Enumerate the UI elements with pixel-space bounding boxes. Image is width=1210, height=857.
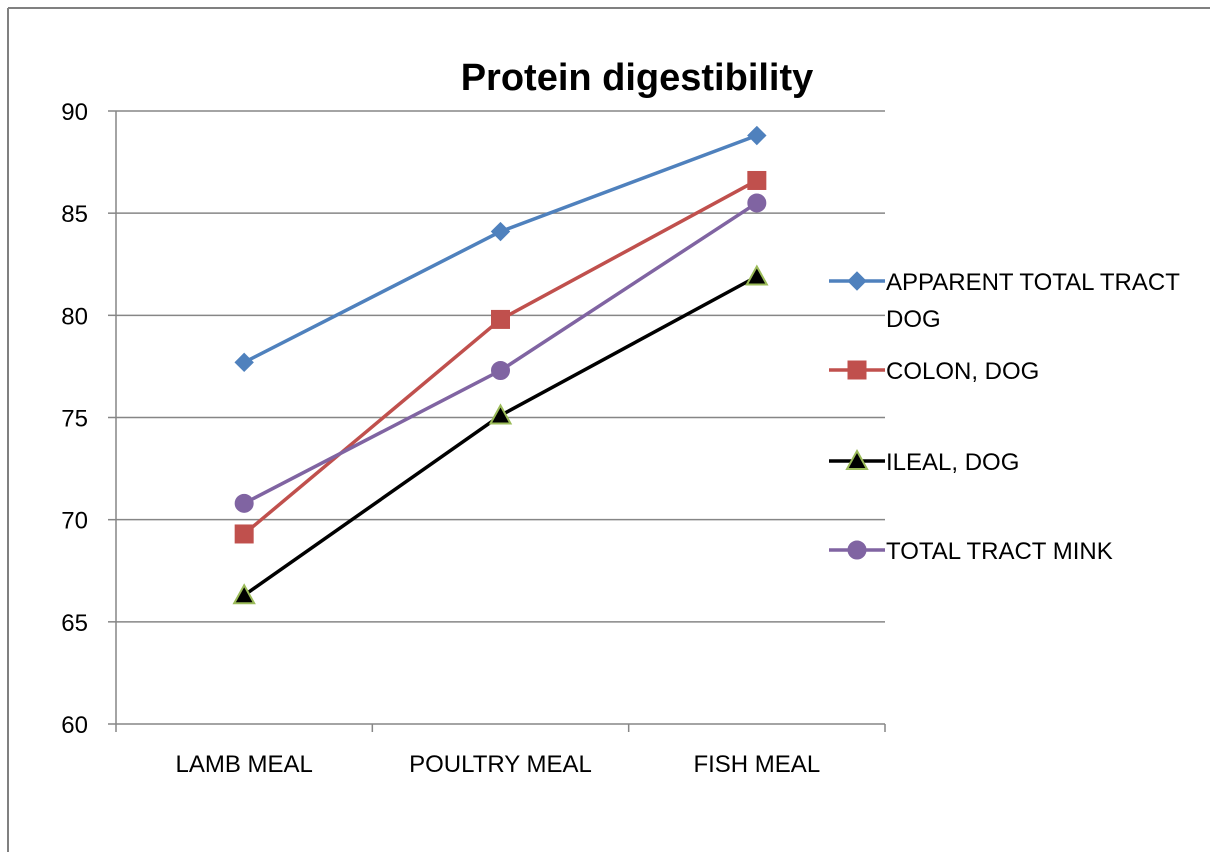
- y-tick-labels: 60 65 70 75 80 85 90: [61, 99, 88, 739]
- x-tick-labels: LAMB MEAL POULTRY MEAL FISH MEAL: [175, 751, 820, 778]
- data-point-marker: [490, 221, 511, 242]
- data-point-marker: [234, 524, 254, 544]
- legend-marker: [847, 540, 867, 560]
- data-point-marker: [747, 125, 767, 146]
- legend-marker: [847, 271, 867, 291]
- y-tick-label: 75: [61, 406, 88, 433]
- legend-label: DOG: [886, 306, 941, 333]
- data-point-marker: [491, 361, 510, 381]
- y-tick-label: 85: [61, 201, 88, 228]
- data-point-marker: [234, 493, 254, 513]
- legend: APPARENT TOTAL TRACT DOG COLON, DOG ILEAL, …: [829, 269, 1180, 565]
- y-tick-label: 60: [61, 712, 88, 739]
- data-point-marker: [491, 309, 510, 329]
- legend-label: TOTAL TRACT MINK: [886, 538, 1113, 565]
- series-line: [243, 201, 758, 505]
- x-tick-label: LAMB MEAL: [175, 751, 312, 778]
- legend-label: ILEAL, DOG: [886, 449, 1019, 476]
- chart-title: Protein digestibility: [461, 57, 814, 99]
- y-tick-label: 65: [61, 610, 88, 637]
- data-point-marker: [232, 583, 256, 605]
- y-tick-label: 70: [61, 508, 88, 535]
- y-tick-label: 90: [61, 99, 88, 126]
- series-lines: [232, 125, 769, 605]
- data-point-marker: [747, 170, 767, 190]
- axes: [108, 110, 886, 732]
- x-tick-label: POULTRY MEAL: [409, 751, 592, 778]
- x-tick-label: FISH MEAL: [693, 751, 820, 778]
- y-tick-label: 80: [61, 303, 88, 330]
- legend-marker: [845, 448, 869, 470]
- legend-marker: [847, 360, 867, 380]
- data-point-marker: [745, 264, 769, 286]
- data-point-marker: [234, 352, 254, 373]
- legend-label: APPARENT TOTAL TRACT: [886, 269, 1180, 296]
- legend-label: COLON, DOG: [886, 358, 1039, 385]
- data-point-marker: [488, 403, 513, 425]
- data-point-marker: [747, 193, 767, 213]
